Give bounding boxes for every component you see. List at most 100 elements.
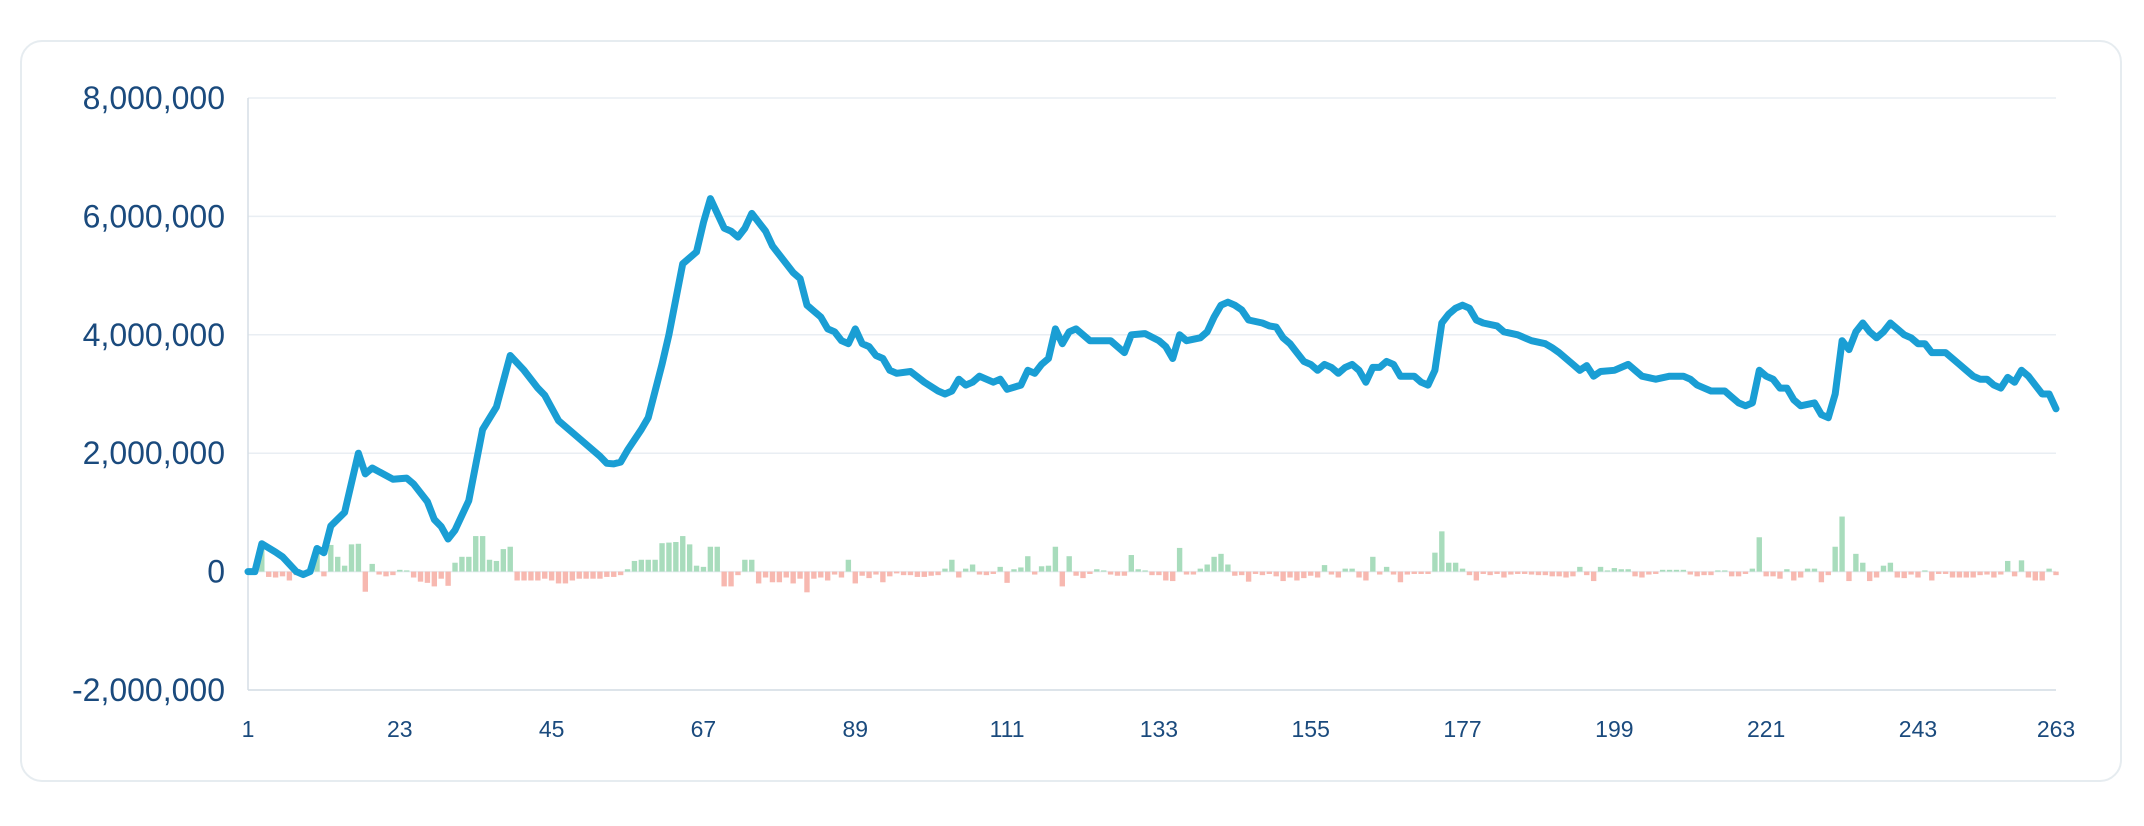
bar bbox=[1666, 569, 1673, 572]
bar bbox=[1163, 571, 1169, 581]
bar bbox=[1218, 553, 1224, 572]
bar bbox=[2005, 560, 2011, 572]
bar bbox=[983, 571, 990, 576]
bar bbox=[1183, 571, 1190, 575]
bar bbox=[1280, 571, 1286, 582]
bar bbox=[583, 571, 589, 579]
bar bbox=[1970, 571, 1976, 578]
bar bbox=[1832, 546, 1838, 572]
bar bbox=[452, 562, 458, 572]
bar bbox=[1749, 568, 1756, 572]
bar bbox=[1570, 571, 1576, 577]
bar bbox=[1335, 571, 1342, 578]
bar bbox=[1377, 571, 1383, 575]
bar bbox=[1632, 571, 1638, 577]
bar bbox=[369, 563, 375, 572]
bar bbox=[1949, 571, 1956, 578]
bar bbox=[680, 536, 686, 572]
bar bbox=[376, 571, 382, 575]
bar bbox=[1584, 571, 1590, 576]
bar bbox=[976, 571, 983, 575]
bar bbox=[1446, 562, 1452, 572]
bar bbox=[1528, 571, 1535, 575]
bar bbox=[1342, 568, 1348, 572]
bar bbox=[424, 571, 431, 583]
bar bbox=[569, 571, 576, 581]
bar bbox=[811, 571, 817, 579]
bar bbox=[617, 571, 624, 576]
bar bbox=[1791, 571, 1797, 581]
bar bbox=[507, 546, 513, 572]
bar bbox=[1742, 571, 1749, 574]
bar bbox=[2053, 571, 2059, 576]
bar bbox=[749, 559, 755, 572]
bar bbox=[1294, 571, 1300, 581]
bar bbox=[1190, 571, 1197, 575]
bar bbox=[2032, 571, 2038, 581]
bar bbox=[1404, 571, 1411, 575]
bar bbox=[1107, 571, 1114, 575]
bar bbox=[824, 571, 831, 581]
bar bbox=[1777, 571, 1783, 579]
bar bbox=[1977, 571, 1983, 576]
bar bbox=[2011, 571, 2018, 577]
bar bbox=[2046, 568, 2052, 572]
chart-card bbox=[20, 40, 2122, 782]
bar bbox=[404, 570, 410, 572]
bar bbox=[887, 571, 893, 577]
bar bbox=[486, 559, 493, 572]
bar bbox=[1590, 571, 1597, 582]
bar bbox=[1866, 571, 1873, 582]
bar bbox=[1142, 570, 1148, 572]
bar bbox=[1998, 571, 2004, 575]
bar bbox=[1763, 571, 1769, 577]
bar bbox=[1929, 571, 1935, 581]
bar bbox=[1128, 555, 1134, 572]
bar bbox=[804, 571, 810, 593]
bar bbox=[1425, 571, 1431, 574]
bar bbox=[1135, 569, 1141, 572]
bar bbox=[1252, 571, 1259, 574]
bar bbox=[1045, 565, 1052, 572]
bar bbox=[1922, 570, 1928, 572]
bar bbox=[1259, 571, 1266, 576]
bar bbox=[1818, 571, 1825, 583]
bar bbox=[769, 571, 776, 583]
bar bbox=[1170, 571, 1176, 582]
bar bbox=[1204, 564, 1210, 572]
bar bbox=[1452, 562, 1459, 572]
bar bbox=[783, 571, 789, 578]
bar bbox=[631, 560, 638, 572]
bar bbox=[1349, 568, 1355, 572]
bar bbox=[459, 556, 465, 572]
x-tick-label: 243 bbox=[1899, 716, 1937, 742]
bar bbox=[742, 559, 748, 572]
bar bbox=[1066, 556, 1072, 572]
bar bbox=[1418, 571, 1424, 574]
bar bbox=[1708, 571, 1714, 576]
x-tick-label: 155 bbox=[1292, 716, 1330, 742]
bar bbox=[1839, 516, 1845, 572]
bar bbox=[611, 571, 617, 577]
bar bbox=[1991, 571, 1997, 578]
bar bbox=[445, 571, 451, 586]
bar bbox=[1942, 571, 1949, 574]
bar bbox=[1722, 570, 1728, 572]
x-tick-label: 177 bbox=[1443, 716, 1481, 742]
bar bbox=[866, 571, 872, 579]
bar bbox=[1321, 565, 1328, 572]
bar bbox=[1383, 566, 1390, 572]
bar bbox=[1653, 571, 1659, 574]
x-tick-label: 133 bbox=[1140, 716, 1178, 742]
x-tick-label: 111 bbox=[990, 716, 1025, 742]
bar bbox=[1356, 571, 1362, 578]
bar bbox=[1597, 566, 1604, 572]
bar bbox=[1935, 571, 1942, 574]
bar bbox=[272, 571, 279, 578]
bar bbox=[686, 544, 693, 572]
x-tick-label: 199 bbox=[1595, 716, 1633, 742]
bar bbox=[1328, 571, 1335, 575]
bar bbox=[555, 571, 562, 584]
bar bbox=[1080, 571, 1086, 579]
bar bbox=[1004, 571, 1010, 583]
